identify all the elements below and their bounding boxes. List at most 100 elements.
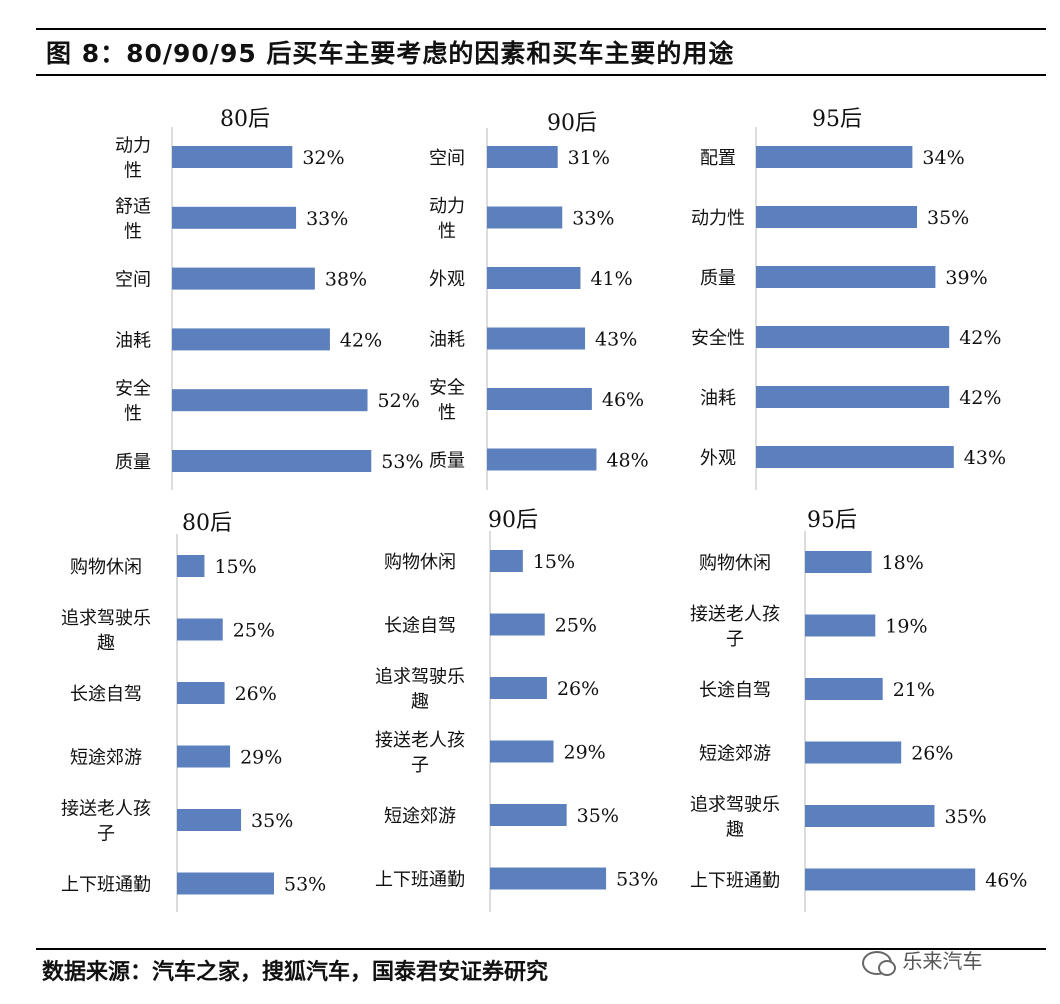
chart-4-bar-6: [177, 872, 274, 895]
chart-1-bar-6: [172, 450, 372, 472]
chart-5-value-label-5: 35%: [577, 805, 619, 827]
chart-1-value-label-5: 52%: [378, 390, 420, 412]
chart-4-category-label-3: 长途自驾: [70, 684, 142, 705]
chart-4-value-label-3: 26%: [235, 683, 277, 705]
chart-2-value-label-4: 43%: [595, 329, 637, 351]
chart-5-bar-4: [490, 740, 554, 763]
chart-3-category-label-3: 质量: [700, 268, 736, 289]
chart-4-value-label-5: 35%: [251, 810, 293, 832]
chart-3-bar-4: [756, 326, 950, 348]
chart-1-value-label-6: 53%: [381, 451, 423, 473]
chart-4-bar-1: [177, 555, 205, 577]
chart-2-bar-4: [487, 327, 586, 350]
chart-5-bar-3: [490, 677, 547, 699]
chart-2-bar-5: [487, 388, 592, 410]
chart-5-category-label-6: 上下班通勤: [375, 870, 465, 891]
chart-1-value-label-1: 32%: [302, 147, 344, 169]
watermark-text: 乐来汽车: [902, 949, 983, 973]
chart-2-value-label-2: 33%: [572, 208, 614, 230]
chart-4-bar-3: [177, 682, 225, 704]
chart-3-bar-5: [756, 386, 950, 408]
chart-2-value-label-3: 41%: [590, 268, 632, 290]
chart-3-category-label-5: 油耗: [700, 388, 736, 409]
source-note: 数据来源：汽车之家，搜狐汽车，国泰君安证券研究: [42, 960, 549, 985]
chart-6-bar-4: [805, 741, 902, 764]
chart-6-bar-2: [805, 614, 876, 637]
chart-3-value-label-5: 42%: [959, 387, 1001, 409]
chart-6-title: 95后: [807, 508, 857, 533]
chart-4-bar-2: [177, 618, 223, 641]
chart-4-title: 80后: [182, 511, 232, 536]
chart-2-category-label-6: 质量: [429, 451, 465, 472]
chart-6-category-label-1: 购物休闲: [699, 553, 771, 574]
chart-4-category-label-4: 短途郊游: [70, 748, 142, 769]
chart-4-bar-5: [177, 809, 242, 831]
chart-1-value-label-2: 33%: [306, 208, 348, 230]
chart-5-title: 90后: [488, 508, 538, 533]
chart-3-category-label-6: 外观: [700, 448, 736, 469]
chart-3-bar-6: [756, 446, 954, 468]
chart-5-value-label-4: 29%: [564, 742, 606, 764]
chart-5-bar-2: [490, 613, 545, 636]
chart-2-value-label-6: 48%: [606, 450, 648, 472]
chart-3-value-label-4: 42%: [959, 327, 1001, 349]
chart-1-value-label-4: 42%: [340, 329, 382, 351]
chart-6-value-label-3: 21%: [893, 679, 935, 701]
chart-3-bar-1: [756, 146, 913, 168]
chart-3-bar-2: [756, 206, 917, 228]
chart-2-category-label-4: 油耗: [429, 330, 465, 351]
chart-2-value-label-1: 31%: [568, 147, 610, 169]
chart-1-title: 80后: [220, 107, 270, 132]
chart-4-value-label-6: 53%: [284, 874, 326, 896]
chart-6-bar-6: [805, 868, 976, 891]
chart-4-bar-4: [177, 745, 231, 768]
chart-6-bar-3: [805, 678, 883, 700]
chart-2-category-label-5: 安全性: [429, 378, 465, 424]
chart-1-bar-2: [172, 206, 297, 229]
chart-5-bar-5: [490, 804, 567, 826]
chart-2-bar-3: [487, 267, 581, 289]
chart-6-category-label-4: 短途郊游: [699, 744, 771, 765]
chart-5-value-label-3: 26%: [557, 678, 599, 700]
chart-3-value-label-6: 43%: [964, 447, 1006, 469]
chart-4-value-label-1: 15%: [214, 556, 256, 578]
chart-3-category-label-1: 配置: [700, 148, 736, 169]
chart-2-bar-2: [487, 206, 563, 229]
chart-6-bar-1: [805, 551, 872, 573]
chart-2-category-label-3: 外观: [429, 269, 465, 290]
chart-1-category-label-5: 安全性: [115, 379, 151, 425]
chart-6-category-label-6: 上下班通勤: [690, 871, 780, 892]
chart-2-category-label-1: 空间: [429, 148, 465, 169]
chart-6-value-label-4: 26%: [911, 743, 953, 765]
chart-1-category-label-4: 油耗: [115, 330, 151, 351]
chart-1-category-label-6: 质量: [115, 452, 151, 473]
chart-6-category-label-2: 接送老人孩子: [690, 604, 780, 650]
chart-1-value-label-3: 38%: [325, 269, 367, 291]
chart-3-category-label-4: 安全性: [691, 328, 745, 349]
chart-5-bar-1: [490, 550, 523, 572]
chart-4-category-label-5: 接送老人孩子: [61, 799, 151, 845]
chart-1-category-label-2: 舒适性: [115, 196, 151, 242]
chart-1-bar-3: [172, 267, 315, 290]
chart-4-category-label-2: 追求驾驶乐趣: [61, 608, 151, 654]
chart-4-value-label-2: 25%: [233, 620, 275, 642]
chart-6-value-label-5: 35%: [945, 806, 987, 828]
watermark: 乐来汽车: [862, 945, 1042, 976]
chart-6-category-label-3: 长途自驾: [699, 680, 771, 701]
chart-5-category-label-3: 追求驾驶乐趣: [375, 667, 465, 713]
chart-3-category-label-2: 动力性: [691, 208, 745, 229]
chart-5-bar-6: [490, 867, 607, 890]
chart-2-bar-1: [487, 146, 558, 168]
chart-4-category-label-6: 上下班通勤: [61, 875, 151, 896]
chart-6-value-label-2: 19%: [885, 616, 927, 638]
chart-4-category-label-1: 购物休闲: [70, 557, 142, 578]
chart-5-value-label-6: 53%: [616, 869, 658, 891]
figure-title: 图 8：80/90/95 后买车主要考虑的因素和买车主要的用途: [36, 28, 1046, 76]
chart-2-title: 90后: [547, 111, 597, 136]
chart-1-bar-4: [172, 328, 330, 351]
chart-6-bar-5: [805, 805, 935, 827]
chart-1-category-label-3: 空间: [115, 270, 151, 291]
chart-5-value-label-2: 25%: [555, 615, 597, 637]
chart-6-category-label-5: 追求驾驶乐趣: [690, 795, 780, 841]
